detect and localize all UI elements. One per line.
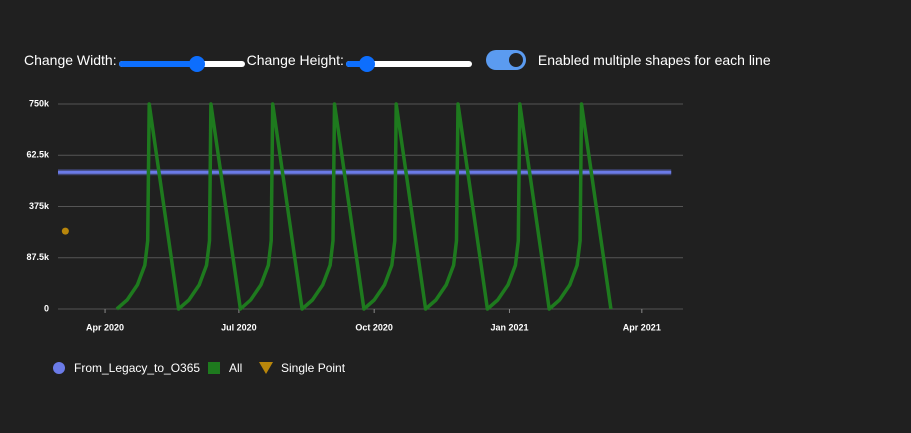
width-slider[interactable] xyxy=(118,56,245,72)
x-tick-label: Apr 2020 xyxy=(86,322,124,332)
legend-marker xyxy=(208,362,220,374)
x-tick-label: Jan 2021 xyxy=(490,322,528,332)
height-slider[interactable] xyxy=(345,56,472,72)
y-tick-label: 375k xyxy=(29,201,50,211)
height-label: Change Height: xyxy=(246,52,344,68)
x-tick-label: Oct 2020 xyxy=(355,322,393,332)
data-line xyxy=(115,102,613,311)
data-point xyxy=(61,227,69,235)
y-tick-label: 62.5k xyxy=(26,150,50,160)
legend-label: Single Point xyxy=(281,361,346,375)
y-tick-label: 87.5k xyxy=(26,252,50,262)
legend-marker xyxy=(53,362,65,374)
legend-marker xyxy=(259,362,273,374)
toggle[interactable] xyxy=(485,50,526,70)
legend-label: From_Legacy_to_O365 xyxy=(74,361,200,375)
width-label: Change Width: xyxy=(24,52,117,68)
y-tick-label: 0 xyxy=(44,303,49,313)
controls: Change Width: Change Height: Enabled mul… xyxy=(24,50,771,72)
x-tick-label: Jul 2020 xyxy=(221,322,257,332)
legend-label: All xyxy=(229,361,242,375)
y-tick-label: 750k xyxy=(29,98,50,108)
toggle-label: Enabled multiple shapes for each line xyxy=(537,52,771,68)
x-tick-label: Apr 2021 xyxy=(623,322,661,332)
